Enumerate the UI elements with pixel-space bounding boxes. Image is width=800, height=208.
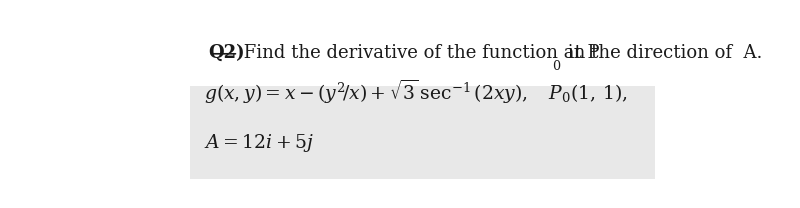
Text: $g(x, y) = x - (y^2\!/x) + \sqrt{3}\,\sec^{-1}(2xy), \quad P_0(1,\,1),$: $g(x, y) = x - (y^2\!/x) + \sqrt{3}\,\se… (204, 78, 628, 106)
FancyBboxPatch shape (190, 86, 655, 179)
Text: $A = 12i + 5j$: $A = 12i + 5j$ (204, 132, 314, 154)
Text: Find the derivative of the function at P: Find the derivative of the function at P (238, 44, 600, 62)
Text: in the direction of  A.: in the direction of A. (562, 44, 762, 62)
Text: 0: 0 (553, 60, 561, 73)
Text: Q2): Q2) (209, 44, 245, 62)
